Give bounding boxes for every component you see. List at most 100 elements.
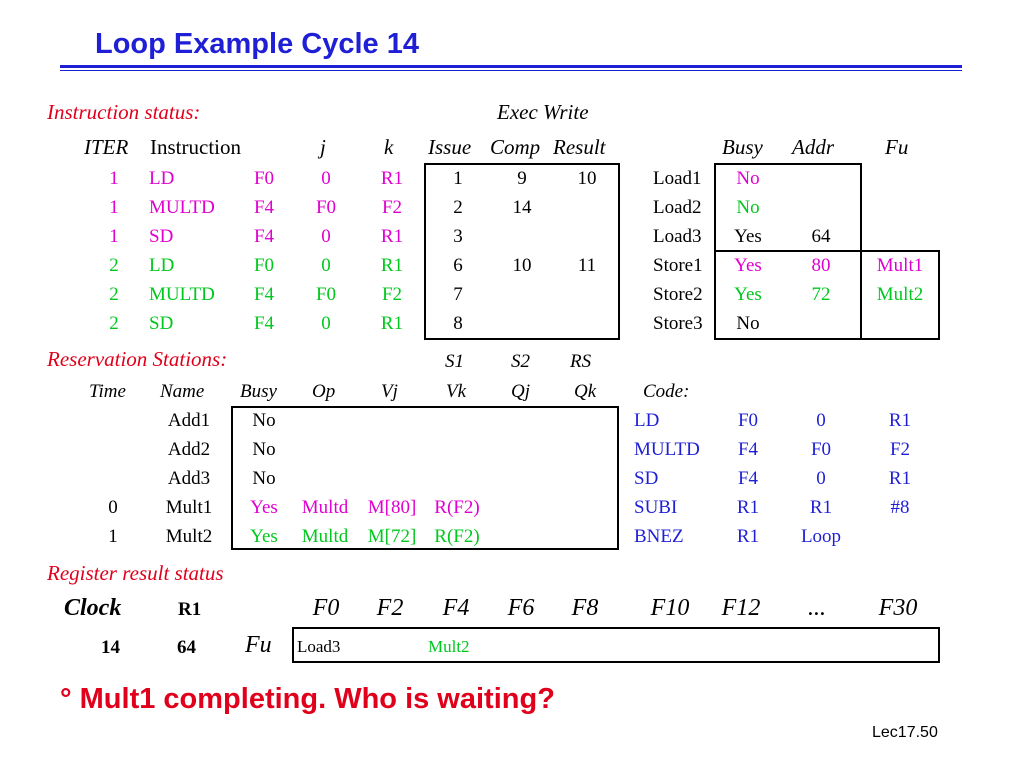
code-arg2: R1 [809,497,833,518]
instr-issue: 6 [453,255,463,276]
rs-name: Add1 [167,410,211,431]
instr-op: MULTD [149,284,215,305]
col-qj: Qj [511,381,530,402]
buffer-fu: Mult1 [876,255,924,276]
reservation-station-box [231,406,619,550]
instr-iter: 2 [109,313,119,334]
code-arg2: Loop [800,526,842,547]
buffer-fu: Mult2 [876,284,924,305]
instr-issue: 7 [453,284,463,305]
col-s2: S2 [511,351,530,372]
code-arg3: F2 [889,439,911,460]
rs-time: 1 [108,526,118,547]
instr-op: LD [149,168,175,189]
clock-value: 14 [101,637,120,658]
instr-dest: F0 [253,168,275,189]
code-arg1: F4 [737,439,759,460]
instr-result: 11 [577,255,597,276]
rs-time: 0 [108,497,118,518]
instr-k: F2 [381,284,403,305]
instruction-timing-box [424,163,620,340]
buffer-addr: 64 [811,226,831,247]
buffer-name: Store2 [653,284,703,305]
exec-write-header: Exec Write [497,100,589,124]
title-rule-thin [60,70,962,71]
code-arg2: F0 [810,439,832,460]
code-op: BNEZ [634,526,684,547]
register-name: F10 [650,595,690,621]
rs-vk: R(F2) [434,526,480,547]
instr-comp: 9 [517,168,527,189]
rs-name: Add3 [167,468,211,489]
register-fu-value: Load3 [297,637,341,656]
reservation-stations-heading: Reservation Stations: [47,347,228,371]
col-comp: Comp [490,135,541,159]
col-name: Name [160,381,205,402]
col-issue: Issue [428,135,472,159]
code-op: SD [634,468,659,489]
instr-comp: 10 [512,255,532,276]
rs-vj: M[72] [367,526,417,547]
col-op: Op [312,381,336,402]
buffer-busy: No [736,168,760,189]
col-qk: Qk [574,381,597,402]
instr-j: F0 [315,284,337,305]
col-busy: Busy [722,135,763,159]
instr-iter: 1 [109,226,119,247]
code-arg1: R1 [736,497,760,518]
col-rs: RS [570,351,592,372]
instr-dest: F0 [253,255,275,276]
buffer-addr: 80 [811,255,831,276]
title-rule [60,65,962,68]
register-name: F2 [376,595,404,621]
code-arg3: #8 [890,497,910,518]
instr-dest: F4 [253,313,275,334]
instr-dest: F4 [253,197,275,218]
instr-op: SD [149,226,174,247]
col-iter: ITER [84,135,129,159]
bullet-question: ° Mult1 completing. Who is waiting? [60,683,555,715]
instr-issue: 3 [453,226,463,247]
register-name: F12 [721,595,761,621]
instr-k: F2 [381,197,403,218]
store-buffer-box [714,250,940,340]
buffer-addr: 72 [811,284,831,305]
instr-k: R1 [380,255,404,276]
buffer-name: Load1 [653,168,702,189]
instruction-status-heading: Instruction status: [47,100,201,124]
code-arg2: 0 [816,410,826,431]
buffer-busy: Yes [734,284,762,305]
buffer-name: Load2 [653,197,702,218]
buffer-name: Store3 [653,313,703,334]
code-heading: Code: [643,381,690,402]
col-time: Time [89,381,126,402]
instr-k: R1 [380,168,404,189]
col-vj: Vj [381,381,398,402]
page-title: Loop Example Cycle 14 [95,28,419,60]
instr-k: R1 [380,226,404,247]
register-name: F0 [312,595,340,621]
register-name: F4 [442,595,470,621]
rs-name: Mult1 [165,497,213,518]
instr-dest: F4 [253,226,275,247]
code-arg2: 0 [816,468,826,489]
col-vk: Vk [446,381,467,402]
code-arg1: R1 [736,526,760,547]
r1-label: R1 [178,599,202,620]
code-op: SUBI [634,497,678,518]
code-arg3: R1 [888,468,912,489]
rs-busy: No [252,439,276,460]
col-result: Result [553,135,606,159]
rs-busy: No [252,410,276,431]
code-arg1: F0 [737,410,759,431]
rs-name: Mult2 [165,526,213,547]
r1-value: 64 [177,637,196,658]
col-rs-busy: Busy [240,381,277,402]
instr-result: 10 [577,168,597,189]
col-j: j [320,135,326,159]
col-addr: Addr [792,135,834,159]
register-fu-value: Mult2 [428,637,470,656]
instr-j: 0 [321,168,331,189]
instr-j: F0 [315,197,337,218]
instr-j: 0 [321,226,331,247]
